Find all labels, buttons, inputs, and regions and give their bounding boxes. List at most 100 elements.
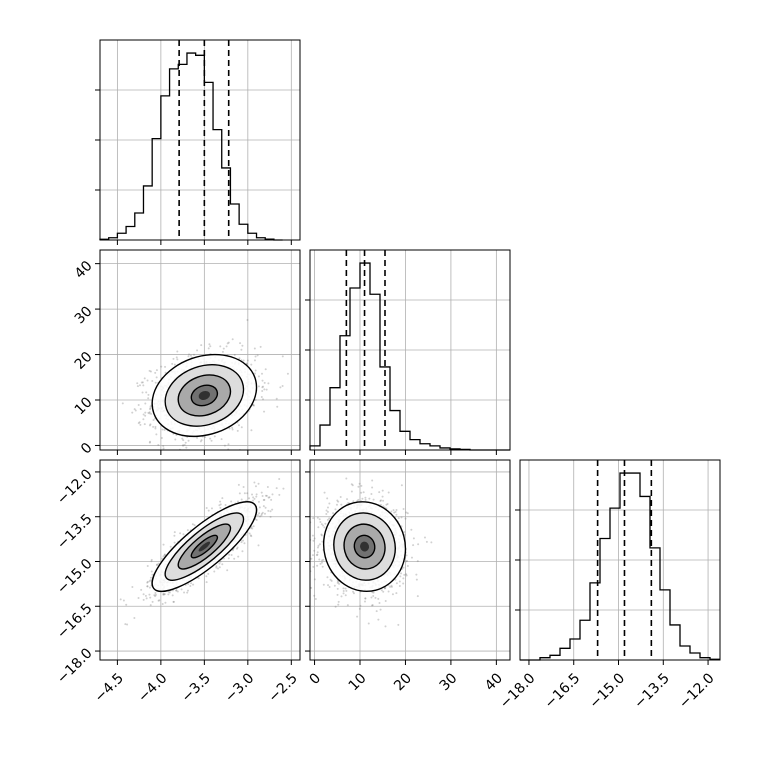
sample-point: [412, 544, 415, 547]
sample-point: [392, 509, 395, 512]
sample-point: [265, 388, 268, 391]
sample-point: [391, 593, 394, 596]
sample-point: [313, 549, 316, 552]
sample-point: [168, 591, 171, 594]
sample-point: [323, 526, 326, 529]
x-tick-label: 0: [307, 670, 325, 688]
grid-lines: [520, 460, 720, 660]
sample-point: [336, 593, 339, 596]
sample-point: [356, 615, 359, 618]
sample-point: [405, 560, 408, 563]
sample-point: [301, 537, 303, 539]
sample-point: [154, 371, 157, 374]
sample-point: [352, 592, 355, 595]
sample-point: [325, 512, 328, 515]
contour-line: [343, 523, 386, 570]
sample-point: [351, 484, 354, 487]
sample-point: [196, 349, 199, 352]
sample-point: [264, 506, 267, 509]
sample-point: [387, 590, 390, 593]
sample-point: [337, 600, 340, 603]
sample-point: [382, 505, 385, 508]
sample-point: [142, 593, 145, 596]
sample-point: [258, 512, 261, 515]
sample-point: [126, 623, 129, 626]
sample-point: [395, 582, 398, 585]
sample-point: [151, 600, 154, 603]
sample-point: [242, 359, 245, 362]
sample-point: [167, 590, 170, 593]
sample-point: [162, 543, 165, 546]
sample-point: [319, 521, 322, 524]
sample-point: [397, 517, 400, 520]
sample-point: [162, 592, 165, 595]
sample-point: [337, 500, 340, 503]
sample-point: [175, 589, 178, 592]
sample-point: [210, 439, 213, 442]
sample-point: [265, 494, 268, 497]
sample-point: [263, 410, 266, 413]
sample-point: [172, 600, 175, 603]
sample-point: [259, 345, 262, 348]
sample-point: [320, 533, 323, 536]
sample-point: [140, 588, 143, 591]
sample-point: [143, 423, 146, 426]
sample-point: [316, 516, 319, 519]
sample-point: [158, 451, 160, 453]
sample-point: [138, 421, 141, 424]
sample-point: [378, 491, 381, 494]
sample-point: [326, 506, 329, 509]
sample-point: [231, 338, 234, 341]
y-tick-label: −16.5: [54, 601, 96, 643]
sample-point: [137, 403, 140, 406]
sample-point: [154, 381, 157, 384]
sample-point: [279, 386, 282, 389]
sample-point: [267, 496, 270, 499]
sample-point: [187, 439, 190, 442]
sample-point: [254, 355, 257, 358]
sample-point: [243, 492, 246, 495]
sample-point: [328, 585, 331, 588]
sample-point: [269, 515, 272, 518]
sample-point: [163, 554, 166, 557]
x-tick-label: 10: [346, 670, 370, 694]
sample-point: [174, 438, 177, 441]
density-level: [198, 390, 211, 400]
sample-point: [184, 441, 187, 444]
sample-point: [395, 513, 398, 516]
sample-point: [260, 512, 263, 515]
sample-point: [189, 584, 192, 587]
sample-point: [313, 537, 316, 540]
sample-point: [219, 506, 222, 509]
x-tick-label: −4.5: [92, 670, 127, 705]
sample-point: [258, 506, 261, 509]
sample-point: [149, 405, 152, 408]
sample-point: [213, 435, 216, 438]
sample-point: [240, 426, 243, 429]
sample-point: [390, 510, 393, 513]
sample-point: [137, 596, 140, 599]
sample-point: [311, 554, 314, 557]
sample-point: [182, 533, 185, 536]
contour-line: [164, 364, 245, 427]
sample-point: [253, 347, 256, 350]
sample-point: [400, 484, 403, 487]
sample-point: [325, 509, 328, 512]
sample-point: [352, 500, 355, 503]
sample-point: [281, 385, 284, 388]
sample-point: [200, 439, 203, 442]
sample-point: [358, 482, 361, 485]
sample-point: [326, 518, 329, 521]
sample-point: [149, 370, 152, 373]
sample-point: [249, 534, 252, 537]
sample-point: [254, 485, 257, 488]
sample-point: [249, 527, 252, 530]
sample-point: [347, 501, 350, 504]
sample-point: [371, 604, 374, 607]
sample-point: [236, 429, 239, 432]
sample-point: [397, 623, 400, 626]
sample-point: [148, 412, 151, 415]
sample-point: [261, 389, 264, 392]
sample-point: [237, 424, 240, 427]
sample-point: [395, 592, 398, 595]
